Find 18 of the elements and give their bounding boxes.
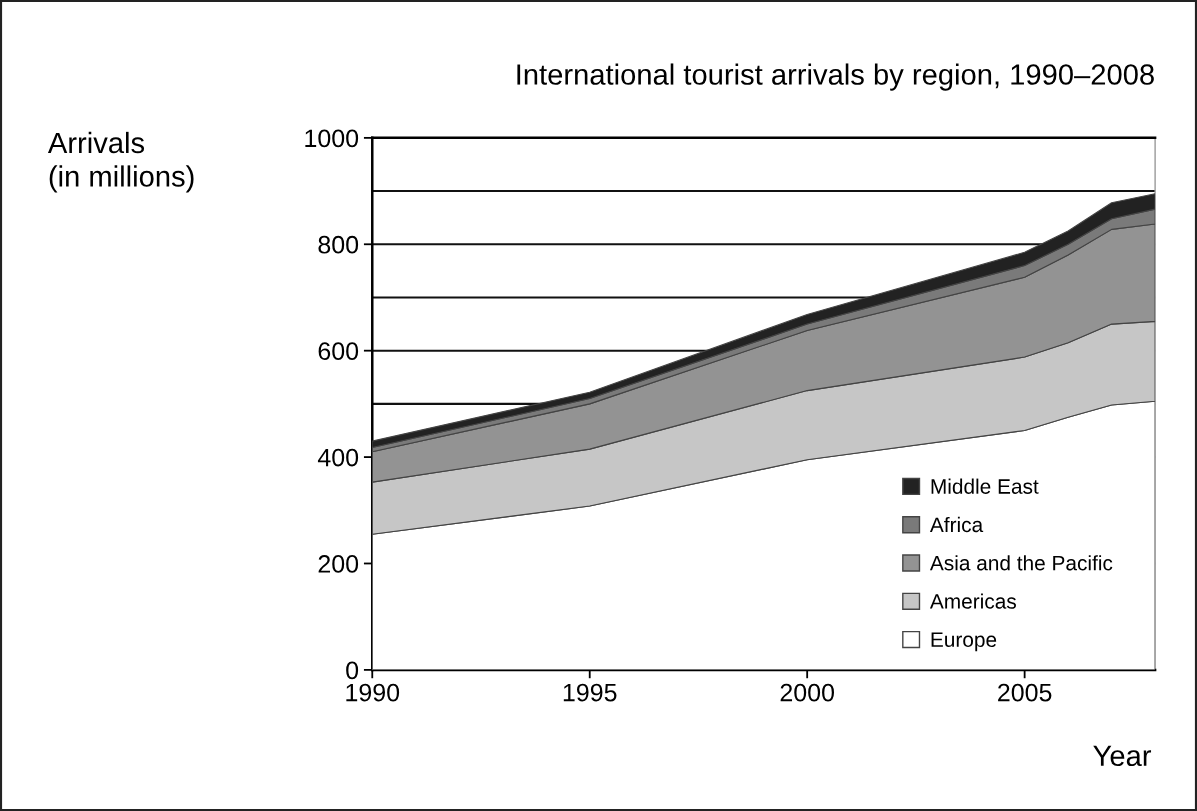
x-axis-title: Year bbox=[1093, 745, 1152, 767]
y-tick-label: 0 bbox=[346, 661, 359, 680]
x-tick-label: 1995 bbox=[563, 683, 617, 702]
y-tick-label: 600 bbox=[318, 342, 359, 360]
x-tick-label: 1990 bbox=[346, 683, 400, 702]
y-tick-label: 800 bbox=[318, 235, 359, 254]
legend-label: Asia and the Pacific bbox=[929, 555, 1113, 571]
y-tick-label: 400 bbox=[317, 448, 359, 467]
y-axis-title: Arrivals (in millions) bbox=[47, 131, 194, 193]
y-tick-label: 1000 bbox=[305, 129, 359, 148]
legend-label: Middle East bbox=[931, 478, 1039, 494]
legend-label: Europe bbox=[931, 632, 997, 652]
legend-label: Americas bbox=[929, 593, 1016, 609]
legend-label: Africa bbox=[929, 516, 984, 533]
chart-title: International tourist arrivals by region, 1990–2008 bbox=[517, 63, 1154, 91]
x-tick-label: 2005 bbox=[998, 683, 1052, 702]
x-tick-label: 2000 bbox=[780, 683, 835, 702]
y-tick-label: 200 bbox=[318, 555, 359, 573]
